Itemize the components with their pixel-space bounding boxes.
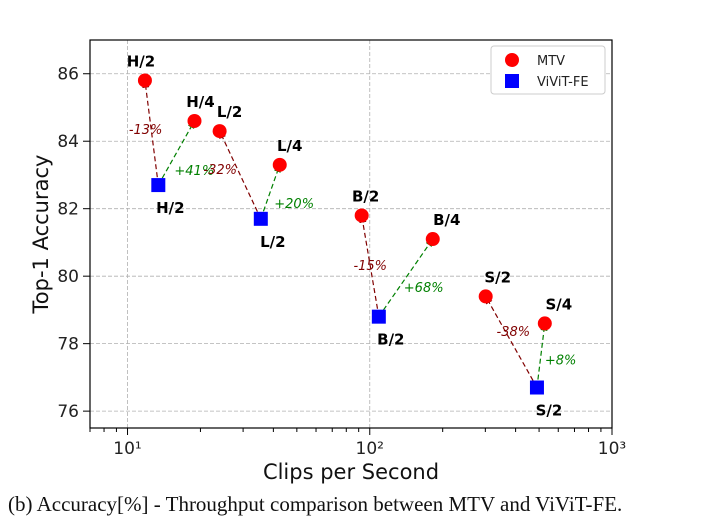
mtv-point-label: H/4 (186, 93, 214, 111)
vivit-point-label: L/2 (260, 233, 285, 251)
arrow (157, 119, 196, 186)
legend-box (490, 45, 606, 95)
mtv-point-label: S/2 (484, 268, 511, 286)
mtv-point (212, 124, 227, 139)
mtv-point-label: H/2 (127, 52, 155, 70)
arrow-label: +68% (404, 281, 444, 296)
mtv-point-label: B/2 (352, 187, 379, 205)
y-tick-label: 76 (57, 402, 79, 422)
mtv-point (478, 289, 493, 304)
y-tick-label: 84 (57, 132, 79, 152)
vivit-point-label: B/2 (377, 331, 404, 349)
y-tick-label: 80 (57, 267, 79, 287)
legend-mtv-marker (505, 53, 519, 67)
y-tick-label: 86 (57, 65, 79, 85)
arrow (359, 214, 380, 317)
vivit-point (151, 178, 166, 193)
arrow (485, 295, 538, 388)
vivit-point-label: H/2 (156, 199, 184, 217)
mtv-point (354, 208, 369, 223)
arrow (536, 322, 548, 388)
vivit-point (529, 380, 544, 395)
arrow-label: +8% (545, 353, 577, 368)
arrow-label: -38% (497, 325, 531, 340)
mtv-point-label: L/2 (217, 103, 242, 121)
vivit-point-label: S/2 (536, 402, 563, 420)
mtv-point-label: B/4 (433, 211, 460, 229)
legend-mtv-label: MTV (537, 54, 565, 69)
vivit-point (253, 211, 268, 226)
arrow-label: -15% (353, 259, 387, 274)
arrow-label: -32% (203, 163, 237, 178)
arrow-label: +41% (174, 164, 214, 179)
mtv-point (537, 316, 552, 331)
arrow-label: -13% (129, 123, 163, 138)
y-tick-label: 78 (57, 335, 79, 355)
x-tick-label: 10² (356, 439, 384, 459)
figure-caption: (b) Accuracy[%] - Throughput comparison … (8, 492, 623, 516)
arrow (378, 238, 434, 318)
legend-vivit-label: ViViT-FE (537, 75, 589, 90)
mtv-point (272, 157, 287, 172)
vivit-point (371, 309, 386, 324)
mtv-point-label: S/4 (545, 295, 572, 313)
plot-frame (89, 39, 613, 429)
x-axis-label: Clips per Second (263, 460, 439, 484)
mtv-point (187, 113, 202, 128)
legend-vivit-marker (505, 74, 519, 88)
y-axis-label: Top-1 Accuracy (29, 155, 53, 315)
arrow (142, 79, 159, 186)
mtv-point (137, 73, 152, 88)
x-tick-label: 10¹ (113, 439, 141, 459)
y-tick-label: 82 (57, 200, 79, 220)
mtv-point (425, 232, 440, 247)
arrow (219, 130, 262, 220)
x-tick-label: 10³ (598, 439, 626, 459)
mtv-point-label: L/4 (277, 137, 302, 155)
arrow-label: +20% (274, 197, 314, 212)
arrow (260, 163, 281, 220)
